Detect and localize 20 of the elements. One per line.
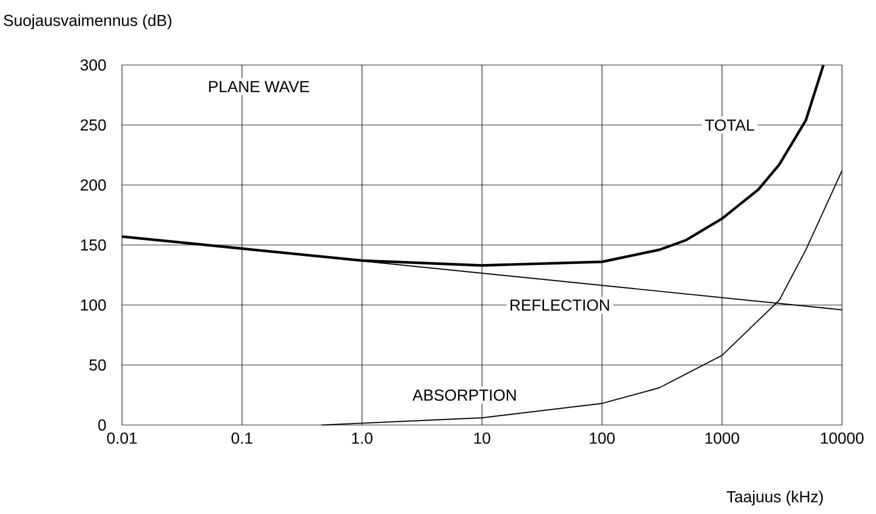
x-axis-title: Taajuus (kHz) [726,490,823,506]
x-tick-label: 0.1 [232,432,252,444]
annotation: PLANE WAVE [209,81,310,92]
series-label: REFLECTION [510,299,609,311]
text: TOTAL [705,119,754,131]
x-tick-label: 1.0 [352,432,372,444]
y-tick-label: 200 [80,179,106,191]
y-tick-label: 300 [80,59,106,71]
x-tick-label: 0.01 [107,432,137,444]
y-tick-label: 50 [89,359,106,371]
y-tick-label: 150 [81,239,106,251]
y-axis-title: Suojausvaimennus (dB) [4,14,172,30]
x-tick-label: 10000 [821,432,864,444]
y-tick-label: 250 [80,119,106,131]
x-tick-label: 10 [474,432,490,444]
y-tick-label: 100 [81,299,106,311]
series-label: ABSORPTION [412,389,516,401]
x-tick-label: 1000 [705,432,740,444]
x-tick-label: 100 [590,432,615,444]
y-tick-label: 0 [98,419,106,431]
